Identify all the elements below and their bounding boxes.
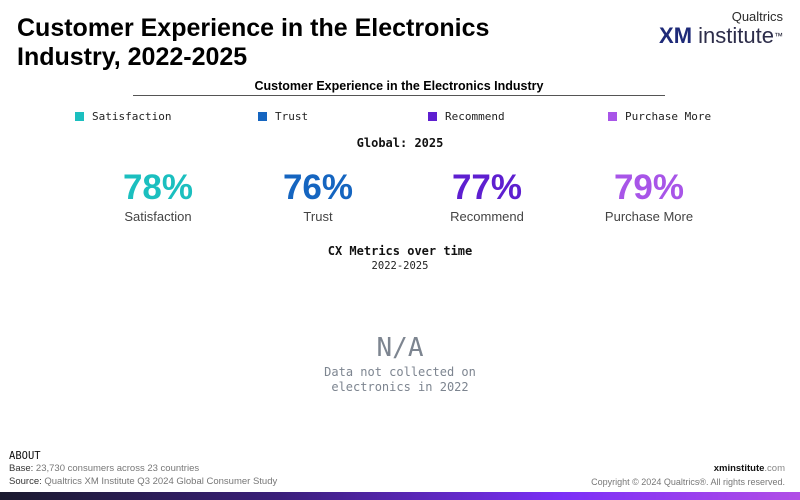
legend-swatch-satisfaction bbox=[75, 112, 84, 121]
site-rest: .com bbox=[764, 463, 785, 474]
base-label: Base: bbox=[9, 463, 34, 474]
metric-trust: 76% Trust bbox=[238, 168, 398, 224]
logo-xm-institute-text: XM institute™ bbox=[659, 24, 783, 48]
legend-item-purchase-more: Purchase More bbox=[608, 110, 711, 123]
metric-recommend: 77% Recommend bbox=[407, 168, 567, 224]
base-line: Base: 23,730 consumers across 23 countri… bbox=[9, 463, 199, 474]
legend-item-trust: Trust bbox=[258, 110, 308, 123]
metric-value-trust: 76% bbox=[282, 168, 354, 207]
legend-swatch-purchase-more bbox=[608, 112, 617, 121]
metric-value-recommend: 77% bbox=[451, 168, 523, 207]
not-available-note: Data not collected on electronics in 202… bbox=[324, 365, 476, 394]
chart-title: Customer Experience in the Electronics I… bbox=[133, 79, 665, 96]
page-title-line1: Customer Experience in the Electronics bbox=[17, 14, 490, 42]
site-link[interactable]: xminstitute.com bbox=[714, 463, 785, 474]
logo-trademark: ™ bbox=[774, 31, 783, 41]
bottom-gradient-bar bbox=[0, 492, 800, 500]
metric-label-recommend: Recommend bbox=[450, 209, 524, 224]
legend-swatch-recommend bbox=[428, 112, 437, 121]
site-bold: xminstitute bbox=[713, 463, 765, 474]
legend-label-trust: Trust bbox=[275, 110, 309, 123]
metric-label-satisfaction: Satisfaction bbox=[124, 209, 192, 224]
metric-label-purchase-more: Purchase More bbox=[604, 209, 694, 224]
not-available-value: N/A bbox=[376, 333, 424, 363]
source-line: Source: Qualtrics XM Institute Q3 2024 G… bbox=[9, 476, 277, 487]
logo-qualtrics-text: Qualtrics bbox=[731, 9, 783, 24]
over-time-title: CX Metrics over time bbox=[327, 244, 473, 258]
legend-item-satisfaction: Satisfaction bbox=[75, 110, 171, 123]
metric-satisfaction: 78% Satisfaction bbox=[78, 168, 238, 224]
about-heading: ABOUT bbox=[9, 450, 41, 462]
metric-value-satisfaction: 78% bbox=[122, 168, 194, 207]
logo-institute: institute bbox=[698, 23, 774, 48]
metric-value-purchase-more: 79% bbox=[613, 168, 685, 207]
base-text: 23,730 consumers across 23 countries bbox=[33, 463, 200, 474]
metric-label-trust: Trust bbox=[303, 209, 333, 224]
logo-xm: XM bbox=[659, 23, 693, 48]
legend-swatch-trust bbox=[258, 112, 267, 121]
metric-purchase-more: 79% Purchase More bbox=[569, 168, 729, 224]
page-title-line2: Industry, 2022-2025 bbox=[17, 43, 248, 71]
source-label: Source: bbox=[9, 476, 42, 487]
legend-label-recommend: Recommend bbox=[445, 110, 505, 123]
source-text: Qualtrics XM Institute Q3 2024 Global Co… bbox=[41, 476, 278, 487]
legend-label-satisfaction: Satisfaction bbox=[92, 110, 172, 123]
global-year-label: Global: 2025 bbox=[356, 136, 444, 150]
over-time-subtitle: 2022-2025 bbox=[371, 260, 429, 272]
legend-item-recommend: Recommend bbox=[428, 110, 505, 123]
page-title: Customer Experience in the Electronics I… bbox=[17, 14, 577, 72]
legend-label-purchase-more: Purchase More bbox=[625, 110, 712, 123]
qualtrics-xm-institute-logo: Qualtrics XM institute™ bbox=[659, 10, 783, 48]
copyright-text: Copyright © 2024 Qualtrics®. All rights … bbox=[591, 477, 785, 487]
